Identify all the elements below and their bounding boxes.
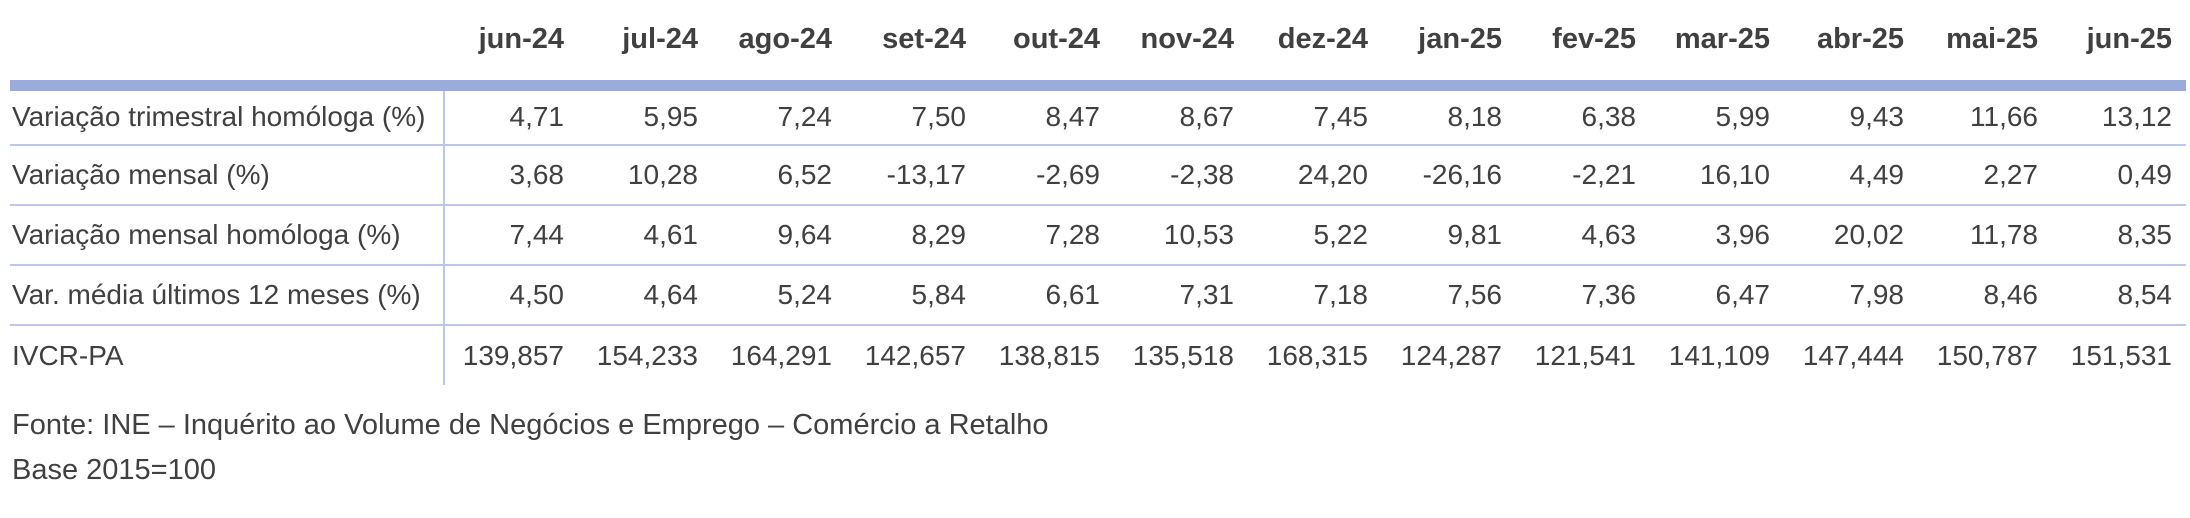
cell-value: 138,815: [998, 339, 1100, 371]
cell-value: 147,444: [1802, 339, 1904, 371]
cell-value: -2,38: [1170, 159, 1234, 190]
cell-value: 7,98: [1849, 279, 1905, 310]
data-table: jun-24 jul-24 ago-24 set-24 out-24 nov-24 dez-…: [10, 6, 2186, 385]
cell-value: 135,518: [1132, 339, 1234, 371]
column-header-ago-24: ago-24: [712, 6, 846, 91]
cell-value: 7,36: [1581, 279, 1637, 310]
cell-value: 5,84: [911, 279, 967, 310]
cell-value: 5,95: [643, 101, 699, 133]
table-row: Variação mensal homóloga (%) 7,44 4,61 9,64…: [10, 205, 2186, 265]
cell-value: -13,17: [886, 159, 966, 190]
row-label: Variação mensal (%): [10, 145, 445, 205]
cell-value: -2,21: [1572, 159, 1636, 190]
cell-value: 7,31: [1179, 279, 1235, 310]
column-header-dez-24: dez-24: [1248, 6, 1382, 91]
column-header-set-24: set-24: [846, 6, 980, 91]
cell-value: -26,16: [1422, 159, 1502, 190]
cell-value: 6,38: [1581, 101, 1637, 133]
row-label: Variação mensal homóloga (%): [10, 205, 445, 265]
cell-value: 13,12: [2101, 101, 2172, 133]
cell-value: 8,67: [1179, 101, 1235, 133]
cell-value: 9,43: [1849, 101, 1905, 133]
cell-value: 8,29: [911, 219, 967, 250]
cell-value: -2,69: [1036, 159, 1100, 190]
cell-value: 6,52: [777, 159, 833, 190]
cell-value: 7,56: [1447, 279, 1503, 310]
cell-value: 7,18: [1313, 279, 1369, 310]
base-note: Base 2015=100: [12, 454, 216, 486]
row-label: Variação trimestral homóloga (%): [10, 85, 445, 145]
cell-value: 8,46: [1983, 279, 2039, 310]
cell-value: 150,787: [1936, 339, 2038, 371]
cell-value: 5,22: [1313, 219, 1369, 250]
header-row: jun-24 jul-24 ago-24 set-24 out-24 nov-24 dez-…: [10, 6, 2186, 91]
cell-value: 8,35: [2117, 219, 2173, 250]
cell-value: 8,54: [2117, 279, 2173, 310]
cell-value: 9,81: [1447, 219, 1503, 250]
page: jun-24 jul-24 ago-24 set-24 out-24 nov-24 dez-…: [10, 6, 2190, 493]
cell-value: 24,20: [1297, 159, 1368, 190]
cell-value: 168,315: [1266, 339, 1368, 371]
cell-value: 154,233: [596, 339, 698, 371]
source-note: Fonte: INE – Inquérito ao Volume de Negó…: [12, 409, 1049, 441]
cell-value: 11,78: [1970, 219, 2038, 250]
column-header-mar-25: mar-25: [1650, 6, 1784, 91]
cell-value: 142,657: [864, 339, 966, 371]
cell-value: 6,61: [1045, 279, 1101, 310]
cell-value: 2,27: [1983, 159, 2039, 190]
table-header: jun-24 jul-24 ago-24 set-24 out-24 nov-24 dez-…: [10, 6, 2186, 91]
cell-value: 4,50: [509, 279, 565, 310]
cell-value: 124,287: [1400, 339, 1502, 371]
cell-value: 141,109: [1668, 339, 1770, 371]
cell-value: 10,53: [1163, 219, 1234, 250]
column-header-mai-25: mai-25: [1918, 6, 2052, 91]
table-row: Variação mensal (%) 3,68 10,28 6,52 -13,17 -2…: [10, 145, 2186, 205]
cell-value: 7,24: [777, 101, 833, 133]
cell-value: 7,28: [1045, 219, 1101, 250]
corner-cell: [10, 6, 444, 91]
cell-value: 4,63: [1581, 219, 1637, 250]
cell-value: 4,49: [1849, 159, 1905, 190]
cell-value: 8,47: [1045, 101, 1101, 133]
table-row: IVCR-PA 139,857 154,233 164,291 142,657 138,8…: [10, 325, 2186, 385]
column-header-jan-25: jan-25: [1382, 6, 1516, 91]
column-header-out-24: out-24: [980, 6, 1114, 91]
cell-value: 10,28: [627, 159, 698, 190]
column-header-jun-24: jun-24: [444, 6, 578, 91]
cell-value: 4,71: [509, 101, 565, 133]
table-row: Var. média últimos 12 meses (%) 4,50 4,64 5…: [10, 265, 2186, 325]
cell-value: 7,44: [509, 219, 565, 250]
cell-value: 139,857: [462, 339, 564, 371]
cell-value: 9,64: [777, 219, 833, 250]
column-header-jun-25: jun-25: [2052, 6, 2186, 91]
row-label: Var. média últimos 12 meses (%): [10, 265, 445, 325]
cell-value: 164,291: [730, 339, 832, 371]
table-row: Variação trimestral homóloga (%) 4,71 5,95…: [10, 85, 2186, 145]
cell-value: 5,24: [777, 279, 833, 310]
cell-value: 8,18: [1447, 101, 1503, 133]
row-label: IVCR-PA: [10, 325, 445, 385]
cell-value: 121,541: [1534, 339, 1636, 371]
cell-value: 3,68: [509, 159, 565, 190]
cell-value: 11,66: [1970, 101, 2038, 133]
column-header-jul-24: jul-24: [578, 6, 712, 91]
cell-value: 7,50: [911, 101, 967, 133]
column-header-abr-25: abr-25: [1784, 6, 1918, 91]
cell-value: 151,531: [2070, 339, 2172, 371]
cell-value: 3,96: [1715, 219, 1771, 250]
table-body: Variação trimestral homóloga (%) 4,71 5,95…: [10, 85, 2186, 385]
cell-value: 4,64: [643, 279, 699, 310]
column-header-fev-25: fev-25: [1516, 6, 1650, 91]
column-header-nov-24: nov-24: [1114, 6, 1248, 91]
cell-value: 20,02: [1833, 219, 1904, 250]
cell-value: 7,45: [1313, 101, 1369, 133]
cell-value: 4,61: [643, 219, 699, 250]
table-footer: Fonte: INE – Inquérito ao Volume de Negó…: [12, 403, 2190, 493]
cell-value: 0,49: [2117, 159, 2173, 190]
cell-value: 16,10: [1699, 159, 1770, 190]
cell-value: 6,47: [1715, 279, 1771, 310]
cell-value: 5,99: [1715, 101, 1771, 133]
